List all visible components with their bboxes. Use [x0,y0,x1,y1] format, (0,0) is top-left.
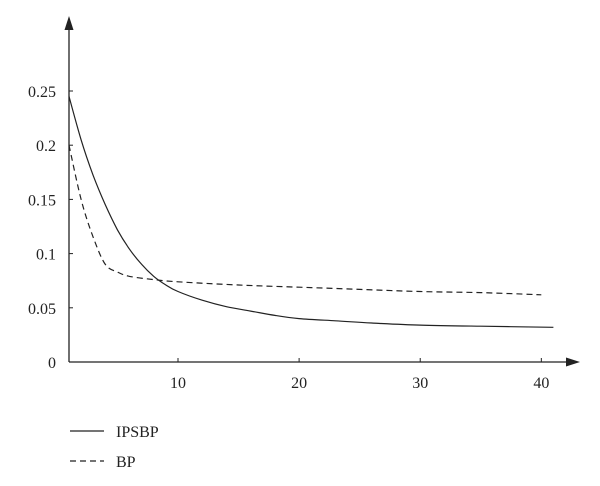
x-tick-label: 20 [291,375,307,392]
y-tick-label: 0.25 [28,84,56,101]
y-tick-label: 0.2 [36,138,56,155]
x-axis-arrow [566,357,580,367]
legend-label-bp: BP [116,454,136,471]
y-axis-arrow [64,16,74,30]
y-tick-label: 0.1 [36,247,56,264]
x-axis-ticks: 10 20 30 40 [170,358,549,392]
x-tick-label: 10 [170,375,186,392]
y-tick-label: 0.05 [28,301,56,318]
y-axis-ticks: 0 0.05 0.1 0.15 0.2 0.25 [28,84,73,372]
legend-label-ipsbp: IPSBP [116,424,159,441]
x-tick-label: 40 [533,375,549,392]
legend: IPSBP BP [70,424,159,471]
x-tick-label: 30 [412,375,428,392]
y-tick-label: 0 [48,355,56,372]
axes [64,16,580,367]
y-tick-label: 0.15 [28,192,56,209]
series-line-bp [68,145,542,296]
series-lines [68,96,554,328]
series-line-ipsbp [68,96,554,328]
